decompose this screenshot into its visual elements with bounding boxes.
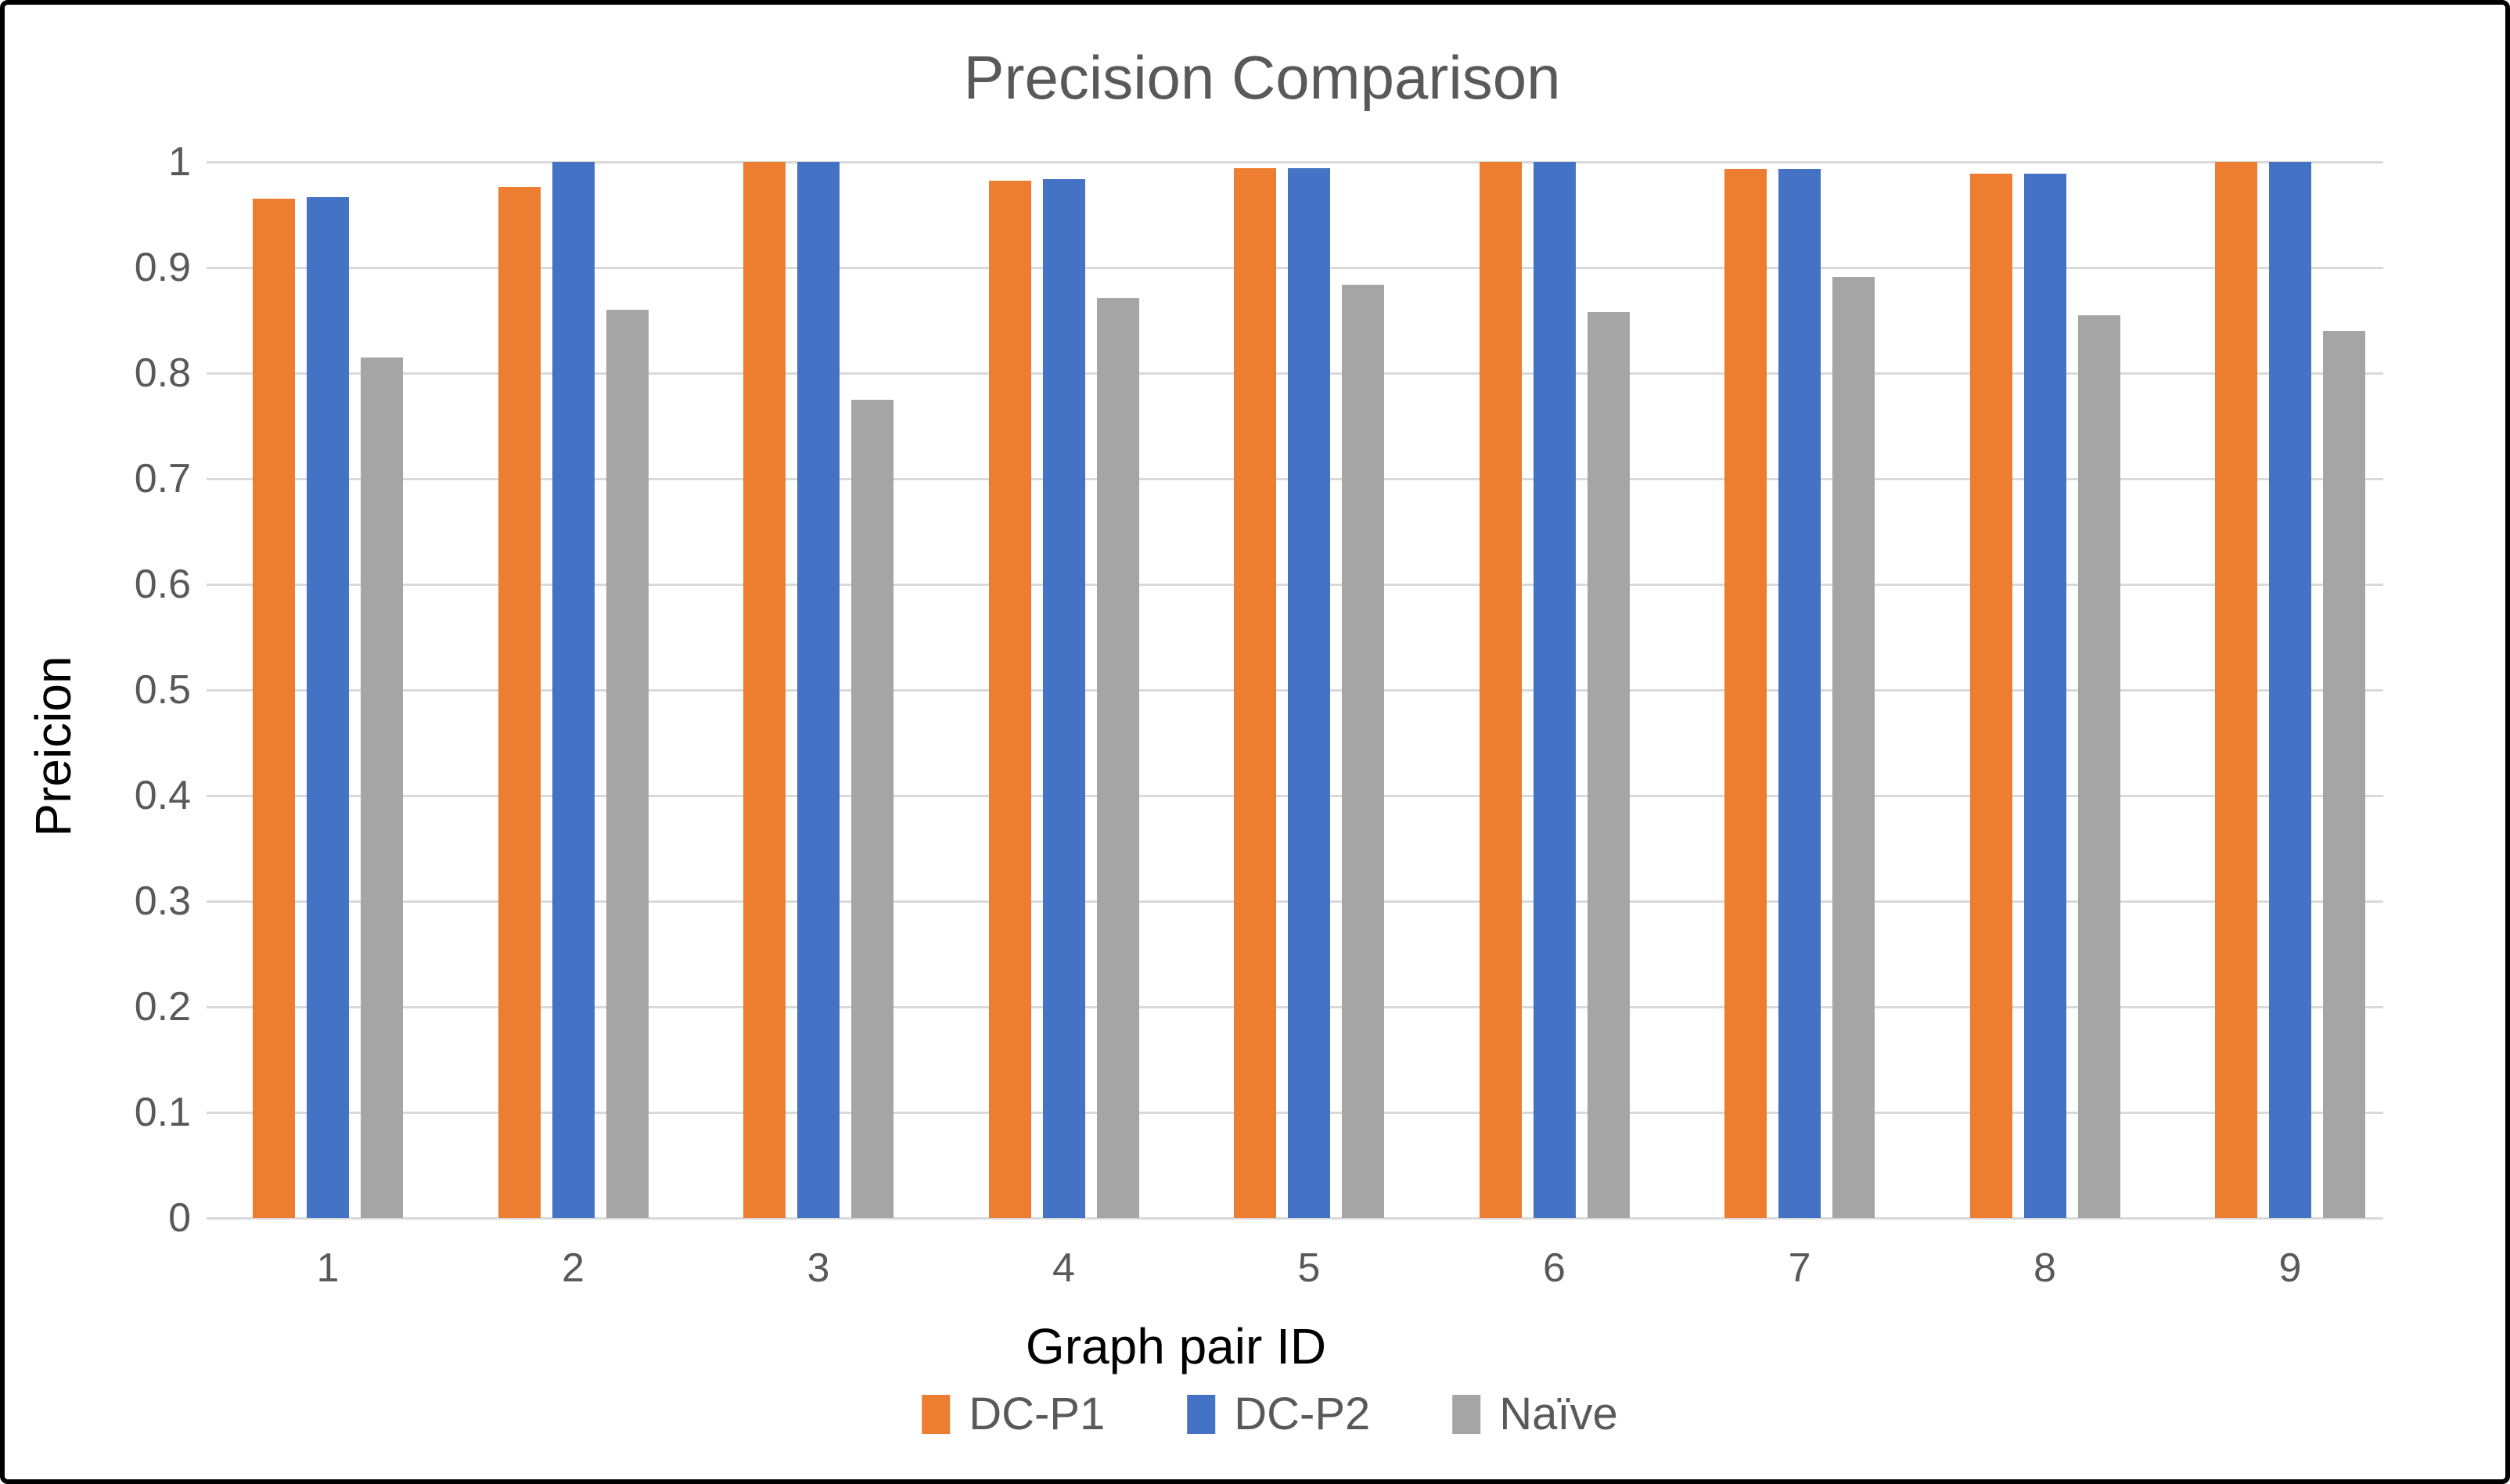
bar-dc-p2-3 [797,162,840,1218]
gridline [207,1216,2383,1220]
bar-dc-p1-1 [253,199,295,1218]
y-tick-label: 0.7 [134,456,191,501]
bar-dc-p2-9 [2269,162,2311,1218]
x-tick-label: 3 [807,1245,830,1291]
chart-title: Precision Comparison [963,43,1561,112]
legend-label: Naïve [1499,1389,1618,1439]
x-tick-label: 9 [2278,1245,2302,1291]
legend-item-dc-p1: DC-P1 [922,1388,1105,1440]
legend-swatch [1452,1394,1481,1434]
x-tick-label: 8 [2034,1245,2056,1291]
bar-dc-p1-5 [1234,168,1276,1218]
x-tick-label: 5 [1297,1245,1321,1291]
bar-dc-p1-4 [988,181,1031,1218]
y-tick-label: 0.5 [134,667,191,713]
bar-dc-p1-2 [498,187,541,1218]
legend: DC-P1 DC-P2 Naïve [922,1388,1618,1440]
legend-swatch [922,1394,951,1434]
bar-dc-p2-2 [552,162,595,1218]
x-tick-label: 4 [1052,1245,1075,1291]
y-tick-label: 0.1 [134,1090,191,1135]
bar-na-ve-1 [361,357,403,1218]
bar-dc-p2-5 [1288,168,1330,1218]
x-axis-title: Graph pair ID [1025,1318,1327,1374]
y-tick-label: 0.9 [134,245,191,290]
bar-dc-p2-8 [2023,173,2066,1218]
bar-dc-p1-3 [743,162,786,1218]
x-tick-label: 2 [562,1245,584,1291]
bar-na-ve-5 [1342,284,1384,1218]
legend-label: DC-P2 [1234,1389,1371,1439]
bar-dc-p1-8 [1969,173,2012,1218]
bar-dc-p1-6 [1479,162,1522,1218]
legend-label: DC-P1 [969,1389,1106,1439]
x-tick-label: 7 [1788,1245,1811,1291]
bar-dc-p1-9 [2215,162,2257,1218]
y-tick-label: 0.8 [134,350,191,396]
bar-na-ve-2 [606,310,649,1218]
bar-dc-p1-7 [1724,169,1767,1218]
bar-dc-p2-4 [1042,178,1085,1218]
plot-area: 1 0.9 0.8 0.7 0.6 0.5 0.4 0.3 0.2 0.1 0 1 2 3 4 5 6 7 8 9 [5,5,2505,1479]
x-tick-label: 1 [316,1245,340,1291]
bar-na-ve-8 [2077,314,2120,1218]
bar-na-ve-7 [1832,277,1875,1218]
bar-na-ve-9 [2323,331,2365,1218]
gridline [207,160,2383,163]
bar-dc-p2-7 [1778,169,1821,1218]
legend-swatch [1187,1394,1216,1434]
bar-na-ve-3 [851,399,894,1218]
bar-dc-p2-1 [307,196,349,1218]
x-tick-label: 6 [1543,1245,1566,1291]
legend-item-na-ve: Naïve [1452,1388,1618,1440]
y-tick-label: 0.3 [134,879,191,924]
y-tick-label: 1 [168,139,191,185]
y-tick-label: 0.2 [134,984,191,1029]
bar-na-ve-4 [1096,298,1139,1218]
y-tick-label: 0 [168,1195,191,1241]
y-tick-label: 0.4 [134,773,191,818]
bar-na-ve-6 [1587,311,1630,1218]
bar-dc-p2-6 [1533,162,1576,1218]
legend-item-dc-p2: DC-P2 [1187,1388,1370,1440]
y-tick-label: 0.6 [134,562,191,607]
